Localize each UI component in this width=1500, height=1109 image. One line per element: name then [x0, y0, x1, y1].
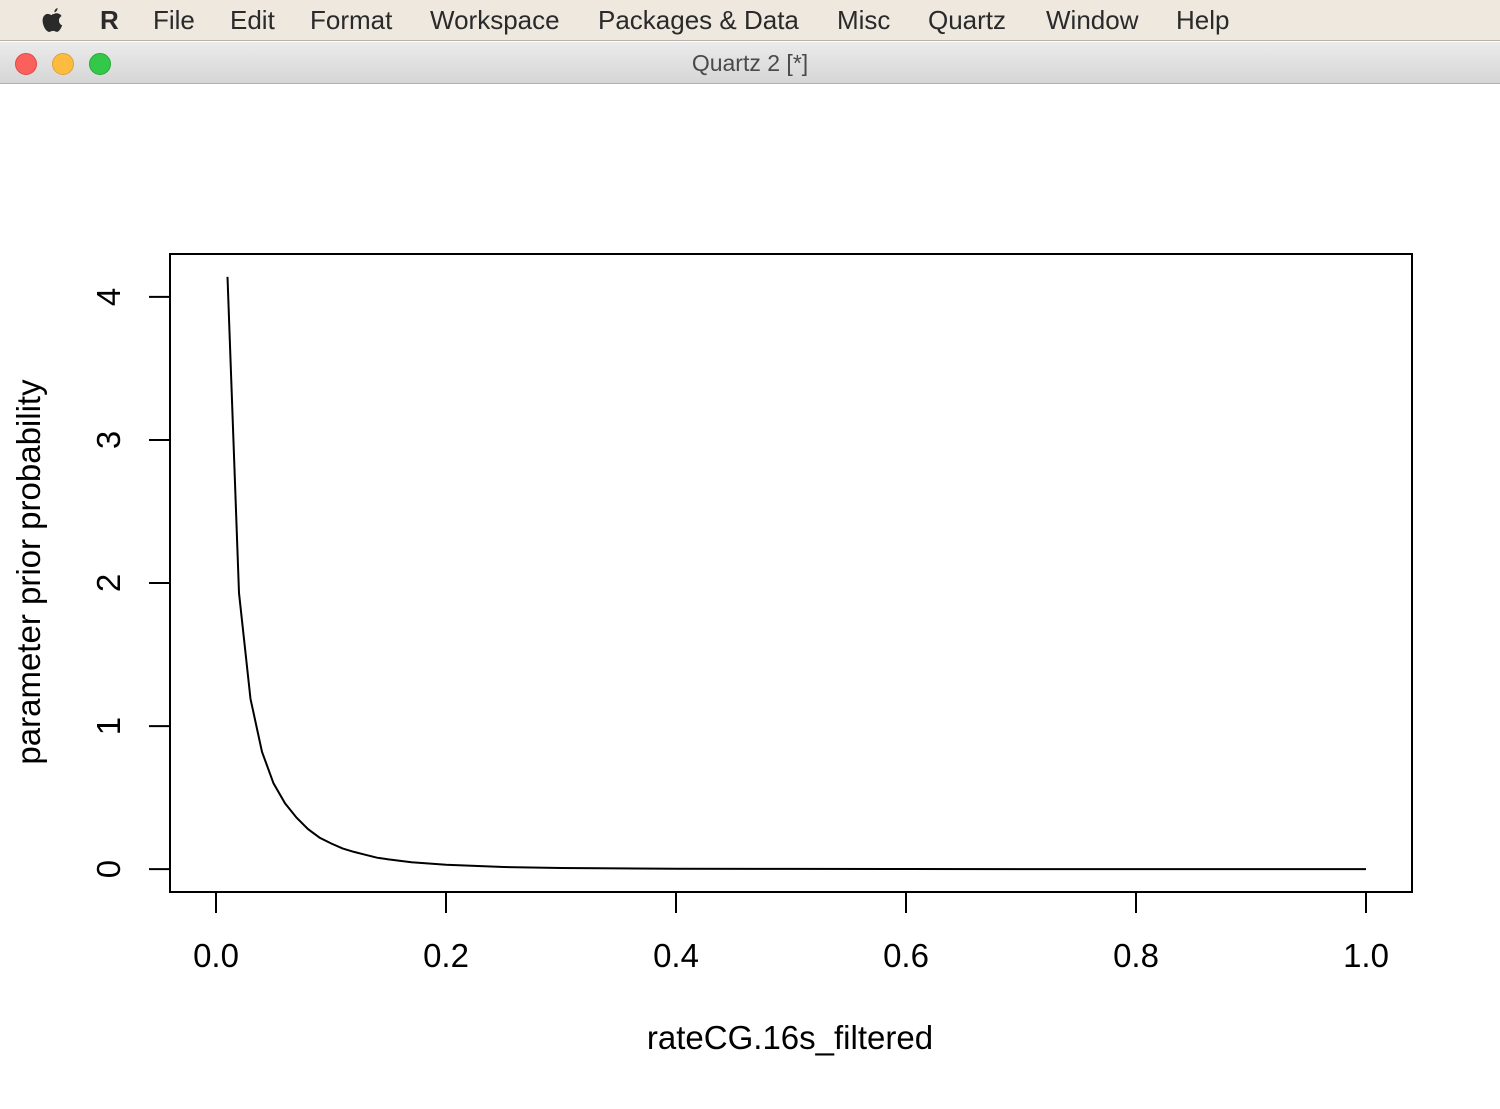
menu-bar: R File Edit Format Workspace Packages & … — [0, 0, 1500, 41]
y-axis: 0 1 2 3 4 — [90, 288, 171, 878]
menu-file[interactable]: File — [153, 5, 195, 35]
series-line — [226, 276, 1366, 871]
line-chart: 0.0 0.2 0.4 0.6 0.8 1.0 0 1 2 3 4 rateCG.16s_filt… — [10, 253, 1413, 1056]
y-tick-label: 3 — [90, 431, 127, 449]
menu-format[interactable]: Format — [310, 5, 393, 35]
menu-window[interactable]: Window — [1046, 5, 1139, 35]
y-tick-label: 4 — [90, 288, 127, 306]
x-tick-label: 0.8 — [1113, 937, 1159, 974]
menu-app-name[interactable]: R — [100, 5, 119, 35]
menu-help[interactable]: Help — [1176, 5, 1230, 35]
plot-frame — [169, 253, 1413, 893]
apple-icon[interactable] — [38, 6, 66, 36]
x-tick-label: 0.4 — [653, 937, 699, 974]
menu-workspace[interactable]: Workspace — [430, 5, 560, 35]
zoom-window-button[interactable] — [89, 53, 111, 75]
menu-packages-data[interactable]: Packages & Data — [598, 5, 799, 35]
x-axis-label: rateCG.16s_filtered — [647, 1019, 933, 1056]
x-tick-label: 0.2 — [423, 937, 469, 974]
y-axis-label: parameter prior probability — [10, 379, 47, 765]
x-tick-label: 1.0 — [1343, 937, 1389, 974]
x-axis: 0.0 0.2 0.4 0.6 0.8 1.0 — [193, 891, 1389, 974]
window-title-bar[interactable]: Quartz 2 [*] — [0, 42, 1500, 84]
window-title: Quartz 2 [*] — [691, 50, 809, 76]
y-tick-label: 2 — [90, 574, 127, 592]
x-tick-label: 0.6 — [883, 937, 929, 974]
x-tick-label: 0.0 — [193, 937, 239, 974]
menu-misc[interactable]: Misc — [837, 5, 891, 35]
minimize-window-button[interactable] — [52, 53, 74, 75]
plot-canvas: 0.0 0.2 0.4 0.6 0.8 1.0 0 1 2 3 4 rateCG.16s_filt… — [0, 84, 1500, 1104]
y-tick-label: 1 — [90, 717, 127, 735]
y-tick-label: 0 — [90, 860, 127, 878]
menu-edit[interactable]: Edit — [230, 5, 275, 35]
menu-quartz[interactable]: Quartz — [928, 5, 1007, 35]
close-window-button[interactable] — [15, 53, 37, 75]
